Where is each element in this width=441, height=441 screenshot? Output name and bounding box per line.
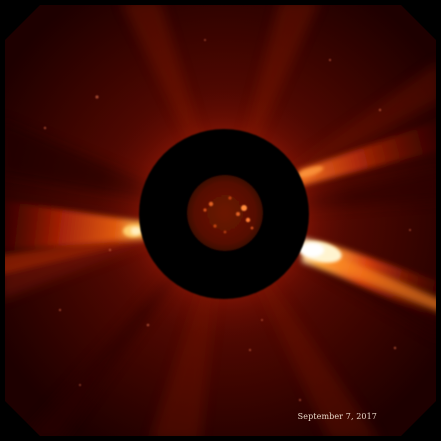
background-stars: [43, 39, 411, 402]
date-caption: September 7, 2017: [297, 412, 377, 421]
active-regions: [203, 196, 254, 234]
upper-right-streamer: [298, 120, 436, 186]
sun-disk: [187, 175, 263, 251]
left-streamer: [5, 200, 146, 275]
